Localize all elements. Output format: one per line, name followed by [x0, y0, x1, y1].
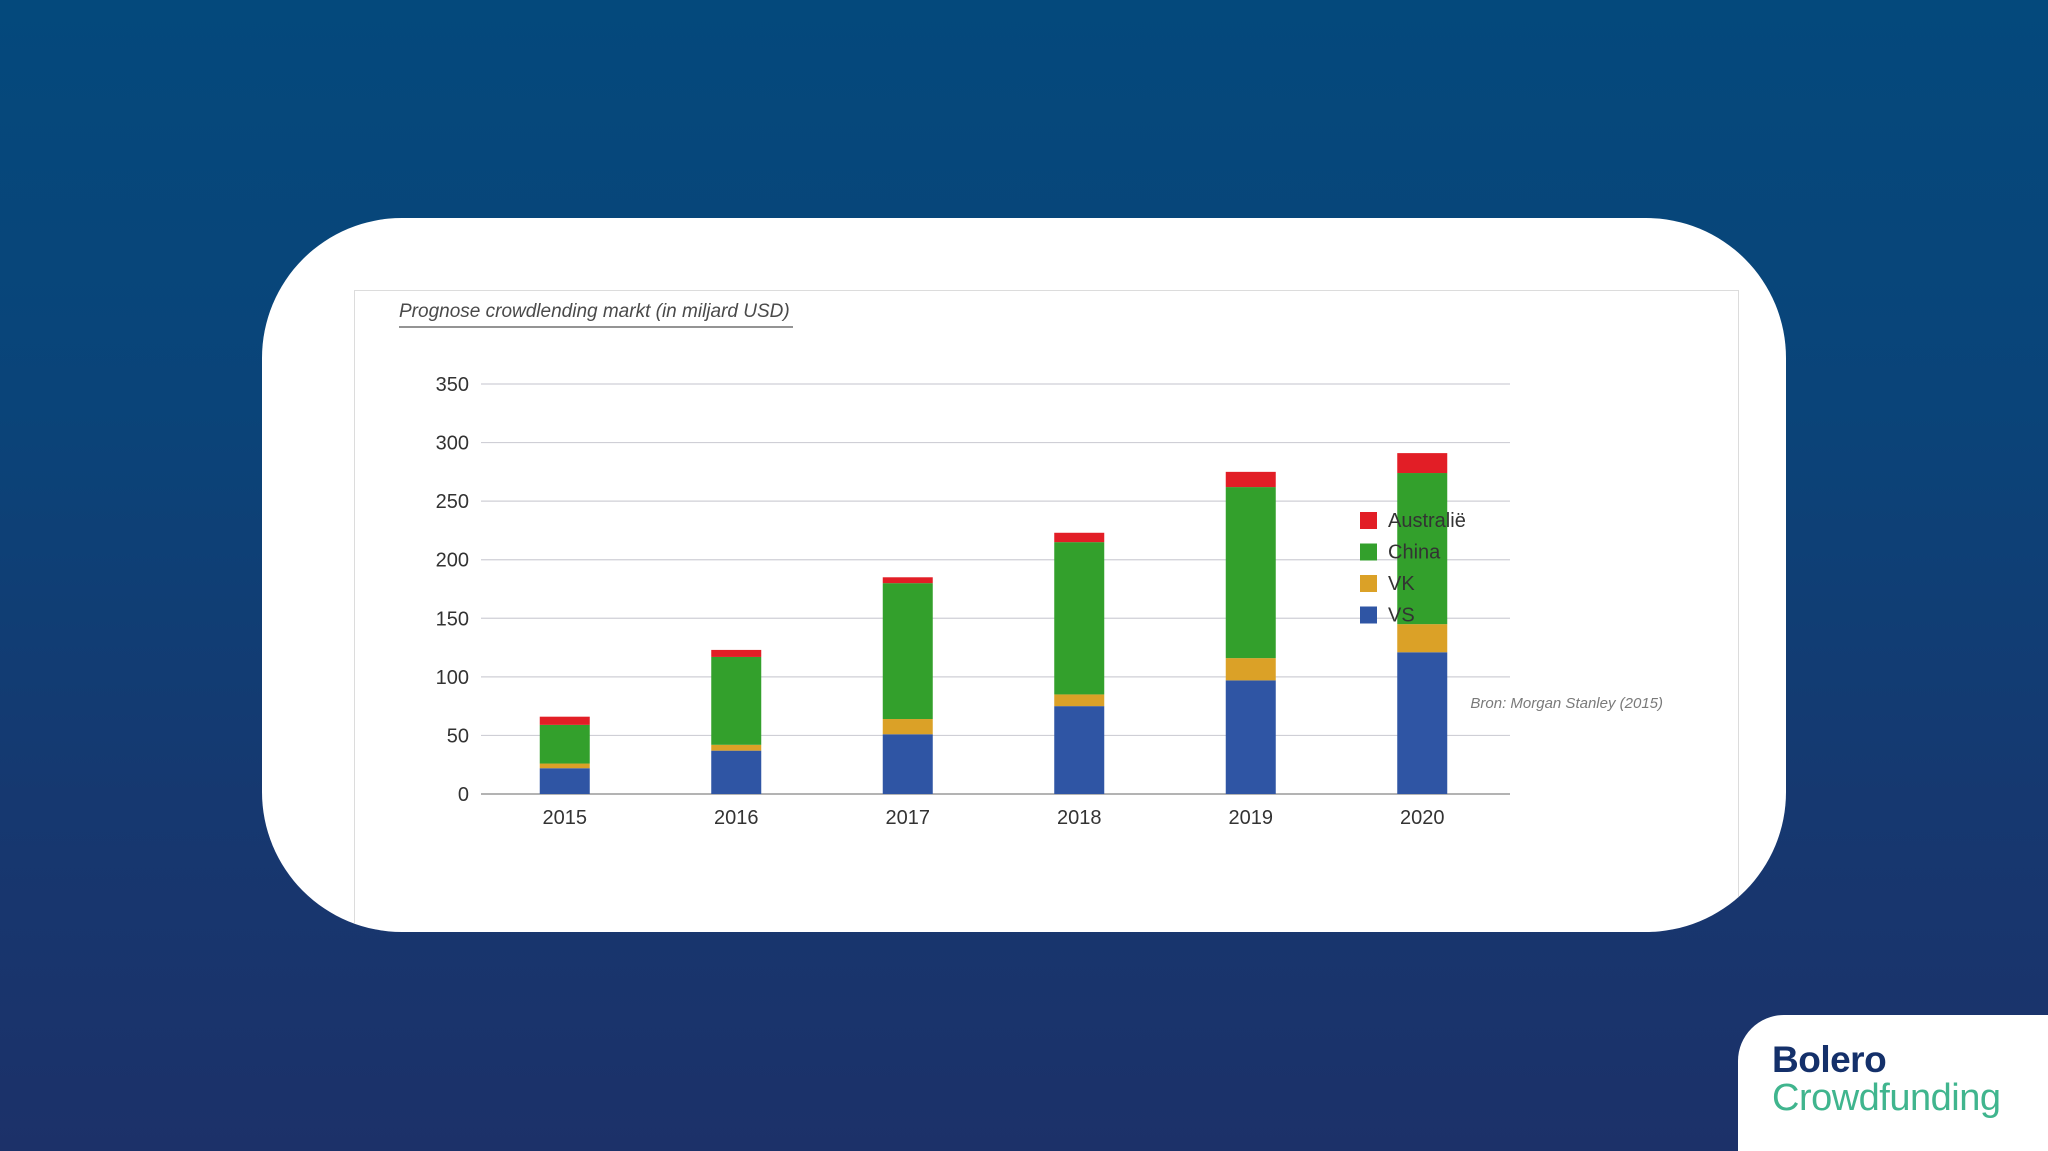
bar-segment-vs-2017 [882, 734, 933, 794]
bar-segment-china-2017 [882, 583, 933, 720]
bar-segment-vs-2018 [1054, 706, 1105, 794]
x-tick-label: 2019 [1229, 807, 1274, 829]
bar-segment-australi-2015 [539, 716, 590, 725]
y-tick-label: 50 [447, 725, 469, 747]
x-axis-tick-labels: 2015 2016 2017 2018 2019 2020 [543, 807, 1445, 829]
logo-text-crowdfunding: Crowdfunding [1772, 1077, 2001, 1119]
stacked-bar-chart: Prognose crowdlending markt (in miljard … [399, 301, 1663, 829]
bar-segment-china-2019 [1225, 487, 1276, 659]
y-tick-label: 250 [436, 491, 469, 513]
y-tick-label: 200 [436, 550, 469, 572]
bar-segment-vs-2019 [1225, 680, 1276, 794]
legend-label: Australië [1388, 510, 1466, 532]
bar-segment-vs-2015 [539, 768, 590, 794]
bar-segment-china-2015 [539, 724, 590, 764]
chart-card: Prognose crowdlending markt (in miljard … [262, 218, 1786, 932]
bar-segment-vk-2016 [711, 744, 762, 751]
bar-segment-australi-2018 [1054, 532, 1105, 543]
legend-swatch [1360, 543, 1377, 561]
y-tick-label: 350 [436, 374, 469, 396]
legend-swatch [1360, 575, 1377, 592]
bar-segment-australi-2019 [1225, 471, 1276, 488]
x-tick-label: 2017 [886, 807, 931, 829]
legend-label: China [1388, 542, 1441, 564]
bar-segment-china-2018 [1054, 542, 1105, 695]
x-tick-label: 2015 [543, 807, 588, 829]
legend-label: VS [1388, 605, 1415, 627]
bar-segment-vk-2019 [1225, 658, 1276, 681]
legend: Australië China VK VS [1360, 510, 1466, 627]
bar-segment-vk-2018 [1054, 694, 1105, 707]
logo-text-bolero: Bolero [1772, 1039, 1887, 1080]
bar-segment-vs-2016 [711, 750, 762, 794]
bar-segment-australi-2017 [882, 577, 933, 584]
source-label: Bron: Morgan Stanley (2015) [1470, 695, 1663, 712]
legend-swatch [1360, 606, 1377, 624]
grid-lines [481, 383, 1510, 795]
bar-segment-australi-2016 [711, 649, 762, 657]
chart-title: Prognose crowdlending markt (in miljard … [399, 301, 790, 322]
y-tick-label: 300 [436, 433, 469, 455]
bars [539, 453, 1448, 794]
legend-swatch [1360, 512, 1377, 529]
bolero-crowdfunding-logo: Bolero Crowdfunding [1738, 1015, 2048, 1151]
bar-segment-china-2020 [1397, 473, 1448, 625]
y-tick-label: 0 [458, 784, 469, 806]
y-tick-label: 100 [436, 667, 469, 689]
x-tick-label: 2016 [714, 807, 759, 829]
chart-title-group: Prognose crowdlending markt (in miljard … [399, 301, 793, 328]
x-tick-label: 2020 [1400, 807, 1445, 829]
x-tick-label: 2018 [1057, 807, 1102, 829]
bar-segment-vk-2015 [539, 763, 590, 769]
bar-segment-australi-2020 [1397, 453, 1448, 474]
bar-segment-vk-2020 [1397, 624, 1448, 653]
chart-frame: Prognose crowdlending markt (in miljard … [354, 290, 1739, 930]
bar-segment-vs-2020 [1397, 652, 1448, 794]
bar-segment-vk-2017 [882, 719, 933, 735]
legend-label: VK [1388, 573, 1415, 595]
bar-segment-china-2016 [711, 656, 762, 745]
y-tick-label: 150 [436, 608, 469, 630]
y-axis-tick-labels: 0 50 100 150 200 250 300 350 [436, 374, 469, 806]
